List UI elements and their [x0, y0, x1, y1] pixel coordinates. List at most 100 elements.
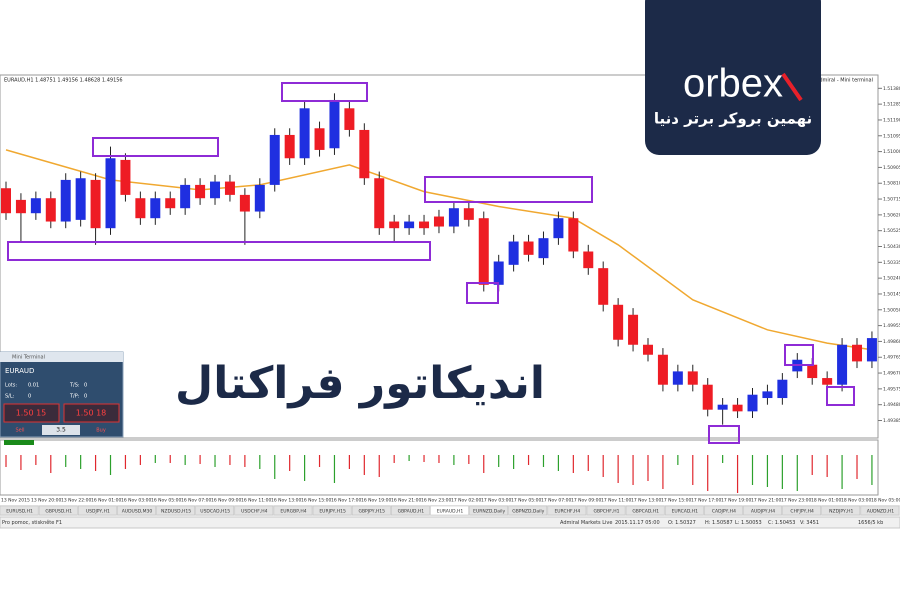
tab-label[interactable]: EURJPY,H15 — [319, 509, 346, 515]
tab-label[interactable]: AUDJPY,H4 — [751, 509, 775, 515]
logo-tagline: نهمین بروکر برتر دنیا — [654, 110, 812, 128]
tab[interactable] — [430, 505, 469, 516]
tab-label[interactable]: GBPAUD,H1 — [398, 509, 425, 515]
tab[interactable] — [391, 505, 430, 516]
tab[interactable] — [821, 505, 861, 516]
tab-label[interactable]: NZDJPY,H1 — [829, 509, 853, 515]
candle-body — [404, 221, 415, 229]
x-tick-label: 17 Nov 07:00 — [541, 498, 571, 504]
candle-body — [195, 184, 206, 199]
candle-body — [807, 364, 818, 379]
terminal-field: T/P: — [69, 394, 80, 400]
tab[interactable] — [860, 505, 900, 516]
tab-label[interactable]: CHFJPY,H4 — [790, 509, 814, 515]
sell-button[interactable] — [3, 403, 60, 423]
candle-body — [762, 391, 773, 399]
x-tick-label: 16 Nov 01:00 — [91, 498, 121, 504]
tab[interactable] — [664, 505, 704, 516]
y-tick-label: 1.50335 — [883, 260, 900, 266]
candle-body — [419, 221, 430, 229]
tab-label[interactable]: EURUSD,H1 — [6, 509, 33, 515]
candle-body — [568, 218, 579, 252]
candle-body — [433, 216, 444, 227]
x-tick-label: 16 Nov 15:00 — [301, 498, 331, 504]
tab-label[interactable]: EURCHF,H4 — [554, 509, 580, 515]
tab[interactable] — [234, 505, 274, 516]
y-tick-label: 1.49480 — [883, 402, 900, 408]
tab[interactable] — [547, 505, 587, 516]
tab[interactable] — [508, 505, 548, 516]
tab[interactable] — [195, 505, 235, 516]
sell-label[interactable]: Sell — [15, 428, 24, 434]
status-item: 1656/5 kb — [858, 520, 883, 526]
candle-body — [732, 404, 743, 412]
y-tick-label: 1.51095 — [883, 133, 900, 139]
candle-body — [374, 178, 385, 229]
tab[interactable] — [351, 505, 391, 516]
y-tick-label: 1.51380 — [883, 86, 900, 92]
buy-price[interactable]: 1.50 18 — [76, 409, 107, 418]
logo-accent — [781, 72, 803, 102]
tab[interactable] — [586, 505, 626, 516]
x-tick-label: 17 Nov 05:00 — [511, 498, 541, 504]
tab-label[interactable]: EURGBP,H4 — [280, 509, 306, 515]
tab-label[interactable]: AUDUSD,M30 — [122, 509, 153, 515]
candle-body — [628, 314, 639, 345]
tab-label[interactable]: USDCHF,H4 — [241, 509, 268, 515]
buy-button[interactable] — [63, 403, 120, 423]
tab[interactable] — [117, 505, 156, 516]
candle-body — [180, 184, 191, 209]
sell-price[interactable]: 1.50 15 — [16, 409, 47, 418]
tab-label[interactable]: GBPCAD,H1 — [632, 509, 659, 515]
status-item: Pro pomoc, stiskněte F1 — [2, 519, 62, 526]
tab-label[interactable]: EURAUD,H1 — [437, 509, 464, 515]
candle-body — [508, 241, 519, 265]
candle-body — [45, 198, 56, 222]
tab-label[interactable]: USDJPY,H1 — [86, 509, 110, 515]
tab-label[interactable]: GBPUSD,H1 — [45, 509, 72, 515]
tab[interactable] — [38, 505, 78, 516]
y-tick-label: 1.49765 — [883, 355, 900, 361]
x-tick-label: 17 Nov 02:00 — [451, 498, 481, 504]
candle-body — [150, 198, 161, 219]
terminal-field: Lots: — [5, 383, 17, 389]
tab-label[interactable]: GBPJPY,H15 — [358, 509, 385, 515]
tab[interactable] — [156, 505, 195, 516]
tab[interactable] — [78, 505, 117, 516]
tab-label[interactable]: NZDUSD,H15 — [161, 509, 191, 515]
candle-body — [314, 128, 325, 150]
candle-body — [672, 371, 683, 385]
tab-label[interactable]: EURCAD,H1 — [672, 509, 699, 515]
y-tick-label: 1.49385 — [883, 418, 900, 424]
x-tick-label: 16 Nov 21:00 — [391, 498, 421, 504]
tab[interactable] — [782, 505, 821, 516]
tab[interactable] — [625, 505, 665, 516]
tab[interactable] — [469, 505, 508, 516]
candle-body — [493, 261, 504, 285]
tab-label[interactable]: CADJPY,H4 — [712, 509, 736, 515]
candle-body — [344, 108, 355, 130]
tab-label[interactable]: GBPNZD,Daily — [512, 509, 544, 515]
tab[interactable] — [312, 505, 352, 516]
x-tick-label: 16 Nov 03:00 — [121, 498, 151, 504]
tab[interactable] — [0, 505, 39, 516]
tab-label[interactable]: GBPCHF,H1 — [593, 509, 619, 515]
tab[interactable] — [273, 505, 313, 516]
candle-body — [837, 344, 848, 385]
spread-box — [42, 425, 80, 435]
x-tick-label: 16 Nov 07:00 — [181, 498, 211, 504]
fractal-highlight — [784, 344, 814, 366]
candle-body — [598, 268, 609, 305]
tab[interactable] — [743, 505, 782, 516]
tab-label[interactable]: EURNZD,Daily — [473, 509, 505, 515]
x-tick-label: 16 Nov 09:00 — [211, 498, 241, 504]
fractal-highlight — [424, 176, 593, 203]
tab-label[interactable]: AUDNZD,H1 — [867, 509, 895, 515]
y-tick-label: 1.51190 — [883, 117, 900, 123]
x-tick-label: 13 Nov 2015 — [1, 498, 30, 504]
buy-label[interactable]: Buy — [96, 428, 106, 434]
tab-label[interactable]: USDCAD,H15 — [200, 509, 230, 515]
tab[interactable] — [704, 505, 743, 516]
candle-body — [299, 108, 310, 159]
